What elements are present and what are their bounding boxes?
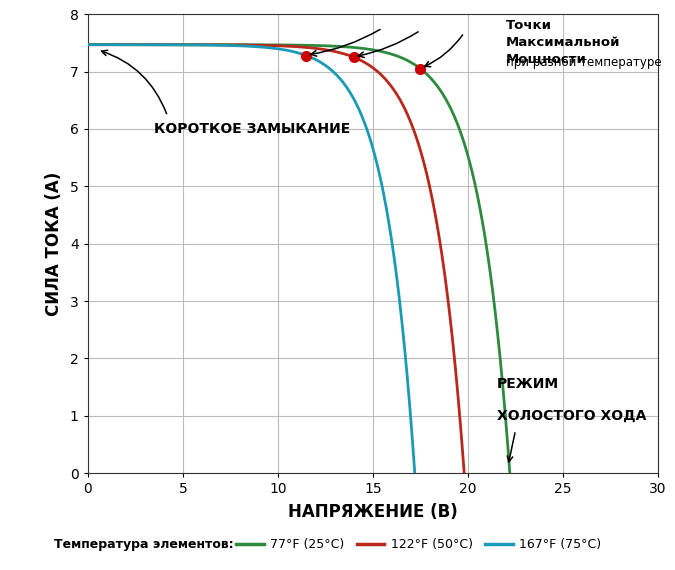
Text: Температура элементов:: Температура элементов: <box>54 538 234 551</box>
Text: РЕЖИМ: РЕЖИМ <box>497 377 559 391</box>
Text: при разной температуре: при разной температуре <box>506 55 662 68</box>
Y-axis label: СИЛА ТОКА (А): СИЛА ТОКА (А) <box>45 172 63 316</box>
Text: КОРОТКОЕ ЗАМЫКАНИЕ: КОРОТКОЕ ЗАМЫКАНИЕ <box>155 122 350 136</box>
X-axis label: НАПРЯЖЕНИЕ (В): НАПРЯЖЕНИЕ (В) <box>288 503 458 521</box>
Text: ХОЛОСТОГО ХОДА: ХОЛОСТОГО ХОДА <box>497 409 646 423</box>
Legend: 77°F (25°C), 122°F (50°C), 167°F (75°C): 77°F (25°C), 122°F (50°C), 167°F (75°C) <box>232 534 606 556</box>
Text: Точки
Максимальной
Мощности: Точки Максимальной Мощности <box>506 19 620 66</box>
